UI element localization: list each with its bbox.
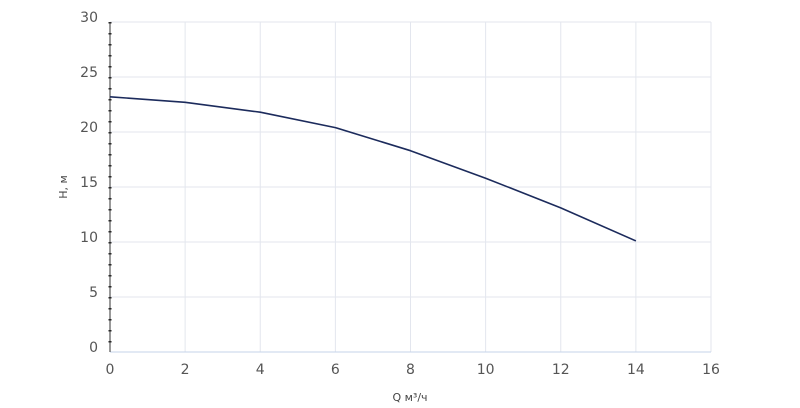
x-tick-label: 16 xyxy=(702,362,720,378)
data-line xyxy=(109,96,637,242)
x-axis-title: Q м³/ч xyxy=(392,391,427,404)
x-tick-label: 14 xyxy=(627,362,645,378)
x-tick-label: 0 xyxy=(106,362,115,378)
y-axis-title: H, м xyxy=(57,175,70,199)
x-tick-label: 4 xyxy=(256,362,265,378)
y-tick-label: 20 xyxy=(80,120,98,136)
y-tick-label: 5 xyxy=(89,285,98,301)
x-tick-label: 12 xyxy=(552,362,570,378)
y-tick-label: 25 xyxy=(80,65,98,81)
x-tick-label: 10 xyxy=(477,362,495,378)
x-tick-label: 6 xyxy=(331,362,340,378)
y-tick-label: 10 xyxy=(80,230,98,246)
x-tick-label: 8 xyxy=(406,362,415,378)
x-tick-label: 2 xyxy=(181,362,190,378)
y-tick-label: 30 xyxy=(80,10,98,26)
y-tick-label: 15 xyxy=(80,175,98,191)
y-tick-label: 0 xyxy=(89,340,98,356)
